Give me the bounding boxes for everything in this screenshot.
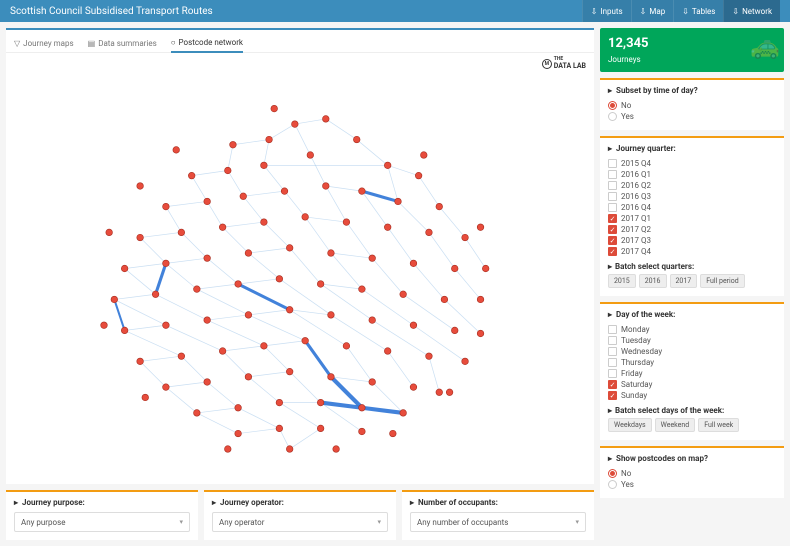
tab-postcode-network[interactable]: ○Postcode network [171,34,243,53]
check-2017-q4[interactable]: 2017 Q4 [608,246,776,257]
select-number-of-occupants[interactable]: Any number of occupants▾ [410,512,586,532]
panel-day-of-week: ▸Day of the week: MondayTuesdayWednesday… [600,302,784,440]
chevron-down-icon: ▾ [575,518,579,526]
batch-2017[interactable]: 2017 [670,274,698,288]
panel-journey-purpose: ▸Journey purpose:Any purpose▾ [6,490,198,540]
network-graph[interactable] [6,53,594,484]
kpi-journeys: 12,345 Journeys 🚕 [600,28,784,72]
batch-weekdays[interactable]: Weekdays [608,418,652,432]
check-2017-q2[interactable]: 2017 Q2 [608,224,776,235]
car-icon: 🚕 [750,32,780,60]
topbar: Scottish Council Subsidised Transport Ro… [0,0,790,22]
nav-network[interactable]: ⇩Network [723,0,780,22]
download-icon: ⇩ [591,7,598,16]
check-tuesday[interactable]: Tuesday [608,335,776,346]
nav-map[interactable]: ⇩Map [631,0,674,22]
radio-no[interactable]: No [608,468,776,479]
caret-icon: ▸ [608,86,612,95]
caret-icon: ▸ [608,144,612,153]
check-2016-q2[interactable]: 2016 Q2 [608,180,776,191]
sidebar: 12,345 Journeys 🚕 ▸Subset by time of day… [600,22,790,546]
batch-2016[interactable]: 2016 [639,274,667,288]
download-icon: ⇩ [682,7,689,16]
topbar-nav: ⇩Inputs⇩Map⇩Tables⇩Network [582,0,780,22]
download-icon: ⇩ [640,7,647,16]
check-2015-q4[interactable]: 2015 Q4 [608,158,776,169]
download-icon: ⇩ [732,7,739,16]
check-2016-q3[interactable]: 2016 Q3 [608,191,776,202]
check-sunday[interactable]: Sunday [608,390,776,401]
filter-dropdowns: ▸Journey purpose:Any purpose▾▸Journey op… [6,490,594,540]
panel-journey-quarter: ▸Journey quarter: 2015 Q42016 Q12016 Q22… [600,136,784,296]
tabs-bar: ▽Journey maps ▤Data summaries ○Postcode ne… [6,28,594,53]
batch-full-week[interactable]: Full week [698,418,739,432]
radio-no[interactable]: No [608,100,776,111]
app-title: Scottish Council Subsidised Transport Ro… [10,6,582,17]
chevron-down-icon: ▾ [179,518,183,526]
check-saturday[interactable]: Saturday [608,379,776,390]
caret-icon: ▸ [608,310,612,319]
check-2017-q1[interactable]: 2017 Q1 [608,213,776,224]
batch-full-period[interactable]: Full period [700,274,744,288]
chevron-down-icon: ▾ [377,518,381,526]
nav-tables[interactable]: ⇩Tables [673,0,723,22]
check-2017-q3[interactable]: 2017 Q3 [608,235,776,246]
tab-data-summaries[interactable]: ▤Data summaries [88,34,157,52]
check-2016-q4[interactable]: 2016 Q4 [608,202,776,213]
nav-inputs[interactable]: ⇩Inputs [582,0,631,22]
tab-journey-maps[interactable]: ▽Journey maps [14,34,74,52]
radio-yes[interactable]: Yes [608,479,776,490]
select-journey-operator[interactable]: Any operator▾ [212,512,388,532]
check-2016-q1[interactable]: 2016 Q1 [608,169,776,180]
radio-yes[interactable]: Yes [608,111,776,122]
panel-number-of-occupants: ▸Number of occupants:Any number of occup… [402,490,594,540]
datalab-logo: M THEDATA LAB [542,57,586,70]
panel-subset-time: ▸Subset by time of day? NoYes [600,78,784,130]
batch-weekend[interactable]: Weekend [655,418,696,432]
check-monday[interactable]: Monday [608,324,776,335]
check-thursday[interactable]: Thursday [608,357,776,368]
caret-icon: ▸ [608,454,612,463]
check-friday[interactable]: Friday [608,368,776,379]
network-panel: M THEDATA LAB [6,53,594,484]
select-journey-purpose[interactable]: Any purpose▾ [14,512,190,532]
check-wednesday[interactable]: Wednesday [608,346,776,357]
panel-show-postcodes: ▸Show postcodes on map? NoYes [600,446,784,498]
panel-journey-operator: ▸Journey operator:Any operator▾ [204,490,396,540]
batch-2015[interactable]: 2015 [608,274,636,288]
